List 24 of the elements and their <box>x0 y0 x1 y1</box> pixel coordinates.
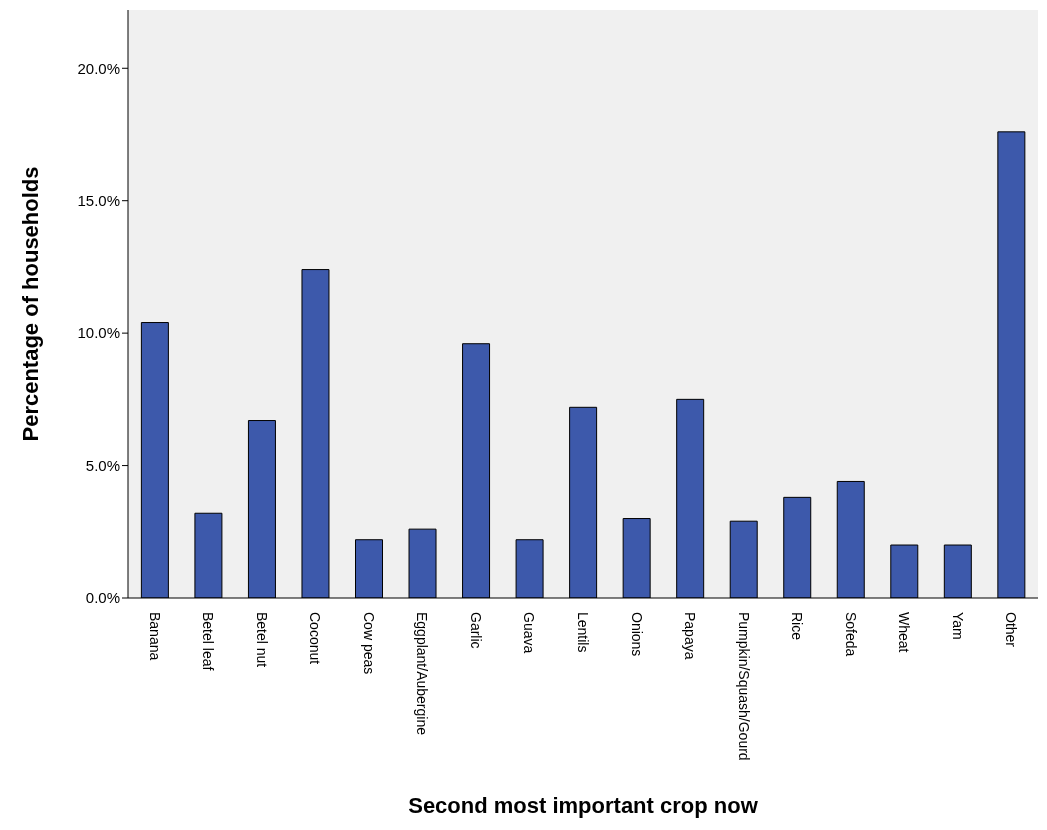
x-tick-label: Eggplant/Aubergine <box>414 612 431 736</box>
x-tick-label: Sofeda <box>842 612 859 657</box>
x-axis-title: Second most important crop now <box>408 793 759 818</box>
y-tick-label: 20.0% <box>77 59 120 77</box>
x-tick-label: Coconut <box>307 612 324 665</box>
y-tick-label: 15.0% <box>77 192 120 210</box>
x-tick-label: Guava <box>521 612 538 654</box>
x-tick-label: Garlic <box>467 612 484 649</box>
x-tick-label: Papaya <box>682 612 699 660</box>
y-axis-title: Percentage of households <box>17 166 43 442</box>
x-tick-label: Onions <box>628 612 645 657</box>
x-tick-label: Betel nut <box>253 612 270 668</box>
x-tick-label: Banana <box>146 612 163 661</box>
x-tick-label: Yam <box>949 612 966 640</box>
x-tick-label: Cow peas <box>360 612 377 675</box>
x-tick-label: Lentils <box>575 612 591 653</box>
y-tick-label: 5.0% <box>85 456 120 474</box>
x-tick-label: Betel leaf <box>200 612 217 671</box>
y-tick-label: 0.0% <box>85 589 120 607</box>
x-tick-label: Pumpkin/Squash/Gourd <box>735 612 752 761</box>
y-tick-label: 10.0% <box>77 324 120 342</box>
x-tick-label: Rice <box>789 612 806 641</box>
x-tick-label: Wheat <box>896 612 913 653</box>
x-tick-label: Other <box>1003 612 1020 648</box>
